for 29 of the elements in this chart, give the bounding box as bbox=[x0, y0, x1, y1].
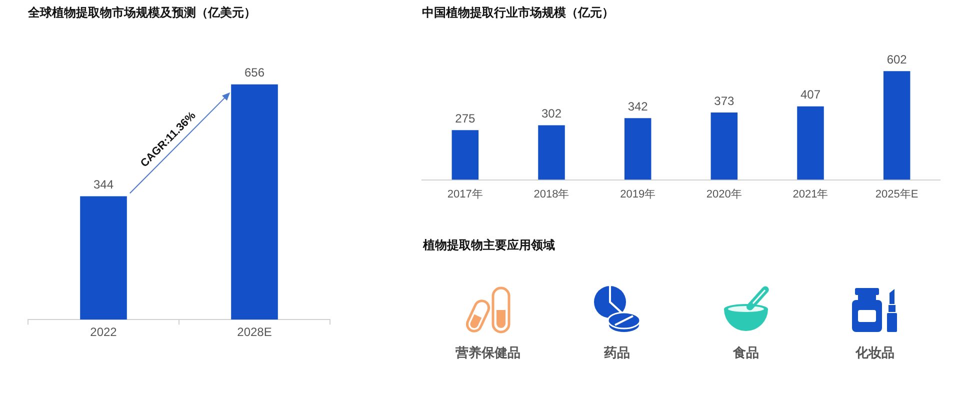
bar bbox=[538, 125, 565, 180]
data-label: 342 bbox=[628, 99, 648, 114]
data-label: 344 bbox=[93, 178, 114, 192]
text: 化妆品 bbox=[856, 345, 894, 360]
text: 食品 bbox=[733, 345, 759, 360]
x-tick-label: 2028E bbox=[237, 325, 272, 340]
data-label: 407 bbox=[800, 88, 821, 102]
data-label: 302 bbox=[541, 106, 562, 121]
chart-title: 中国植物提取行业市场规模（亿元） bbox=[422, 6, 614, 20]
x-tick-label: 2025年E bbox=[875, 188, 918, 200]
bar bbox=[710, 112, 738, 180]
text: 营养保健品 bbox=[456, 345, 520, 360]
data-label: 602 bbox=[886, 52, 908, 66]
bar bbox=[883, 71, 910, 180]
bar bbox=[624, 118, 652, 180]
data-label: 656 bbox=[244, 66, 265, 80]
x-tick-label: 2020年 bbox=[706, 188, 742, 200]
x-tick-label: 2022 bbox=[90, 325, 118, 340]
bar bbox=[797, 106, 824, 180]
data-label: 275 bbox=[455, 111, 476, 126]
data-label: 373 bbox=[714, 94, 734, 108]
bar bbox=[452, 130, 479, 180]
x-tick-label: 2019年 bbox=[620, 188, 656, 200]
x-tick-label: 2021年 bbox=[792, 188, 828, 200]
x-tick-label: 2018年 bbox=[534, 188, 570, 200]
chart-title: 全球植物提取物市场规模及预测（亿美元） bbox=[27, 6, 256, 20]
x-tick-label: 2017年 bbox=[447, 188, 483, 200]
text: 植物提取物主要应用领域 bbox=[423, 238, 555, 252]
text: 药品 bbox=[604, 345, 630, 360]
